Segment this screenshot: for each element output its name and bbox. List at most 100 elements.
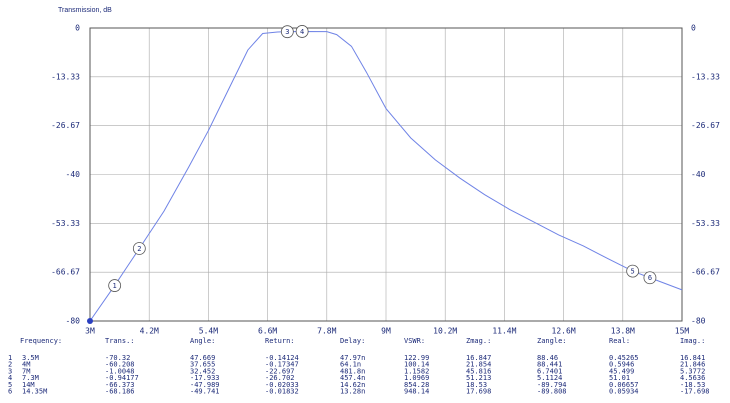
- table-cell: 32.452: [190, 367, 215, 375]
- marker: [626, 264, 640, 278]
- marker-label: 1: [113, 282, 117, 290]
- table-cell: 51.01: [609, 374, 630, 382]
- x-tick-label: 15M: [675, 327, 690, 336]
- table-cell: 7.3M: [22, 374, 39, 382]
- table-cell: 6: [8, 388, 12, 396]
- y2-tick-label: -80: [691, 317, 706, 326]
- table-header: Trans.:: [105, 337, 135, 345]
- table-header: Delay:: [340, 337, 365, 345]
- table-header: Real:: [609, 337, 630, 345]
- x-tick-label: 5.4M: [199, 327, 218, 336]
- table-cell: 5.1124: [537, 374, 562, 382]
- table-header: Imag.:: [680, 337, 705, 345]
- table-cell: 18.53: [466, 381, 487, 389]
- marker: [643, 271, 657, 285]
- curve: [89, 30, 683, 322]
- table-cell: -18.53: [680, 381, 705, 389]
- y-tick-label: -40: [66, 170, 81, 179]
- y-tick-label: -80: [66, 317, 81, 326]
- table-cell: 854.28: [404, 381, 429, 389]
- x-tick-label: 4.2M: [140, 327, 159, 336]
- table-cell: 100.14: [404, 361, 429, 369]
- x-tick-label: 3M: [85, 327, 95, 336]
- table-cell: 37.655: [190, 361, 215, 369]
- table-cell: 21.854: [466, 361, 491, 369]
- table-cell: -0.14124: [265, 354, 299, 362]
- y2-tick-label: -13.33: [691, 72, 720, 81]
- y2-tick-label: -66.67: [691, 268, 720, 277]
- table-cell: 47.97n: [340, 354, 365, 362]
- table-cell: -66.373: [105, 381, 135, 389]
- table-cell: 2: [8, 361, 12, 369]
- table-cell: -17.933: [190, 374, 220, 382]
- table-cell: 13.28n: [340, 388, 365, 396]
- table-header: Frequency:: [20, 337, 62, 345]
- table-cell: -70.32: [105, 354, 130, 362]
- table-cell: 17.698: [466, 388, 491, 396]
- table-cell: 122.99: [404, 354, 429, 362]
- x-tick-label: 12.6M: [552, 327, 576, 336]
- y-tick-label: -53.33: [51, 219, 80, 228]
- x-tick-label: 13.8M: [611, 327, 635, 336]
- plot-frame: [89, 27, 683, 322]
- marker-label: 6: [648, 274, 652, 282]
- origin-dot: [87, 318, 93, 324]
- table-cell: -0.02033: [265, 381, 299, 389]
- marker-label: 3: [285, 28, 289, 36]
- table-cell: -0.01832: [265, 388, 299, 396]
- table-cell: -1.0048: [105, 367, 135, 375]
- table-cell: 0.5946: [609, 361, 634, 369]
- x-tick-label: 7.8M: [317, 327, 336, 336]
- table-cell: 3.5M: [22, 354, 39, 362]
- table-cell: 45.499: [609, 367, 634, 375]
- table-cell: 5.3772: [680, 367, 705, 375]
- y-tick-label: 0: [75, 24, 80, 33]
- table-cell: 14.62n: [340, 381, 365, 389]
- table-cell: 457.4n: [340, 374, 365, 382]
- marker: [295, 25, 309, 38]
- table-cell: 88.441: [537, 361, 562, 369]
- x-tick-label: 11.4M: [492, 327, 516, 336]
- table-cell: -89.808: [537, 388, 567, 396]
- table-cell: 5: [8, 381, 12, 389]
- table-cell: 16.841: [680, 354, 705, 362]
- table-header: Return:: [265, 337, 295, 345]
- x-tick-label: 6.6M: [258, 327, 277, 336]
- table-cell: 4: [8, 374, 12, 382]
- table-cell: 948.14: [404, 388, 429, 396]
- table-cell: 4M: [22, 361, 30, 369]
- marker: [280, 25, 294, 39]
- marker-label: 2: [137, 245, 141, 253]
- table-cell: 16.847: [466, 354, 491, 362]
- x-tick-label: 10.2M: [433, 327, 457, 336]
- table-cell: 14M: [22, 381, 35, 389]
- marker-label: 5: [631, 268, 635, 276]
- table-cell: 3: [8, 367, 12, 375]
- table-cell: 1.0969: [404, 374, 429, 382]
- y2-tick-label: 0: [691, 24, 696, 33]
- table-cell: 7M: [22, 367, 30, 375]
- table-cell: 1.1582: [404, 367, 429, 375]
- y-tick-label: -26.67: [51, 121, 80, 130]
- x-tick-label: 9M: [381, 327, 391, 336]
- table-cell: 21.846: [680, 361, 705, 369]
- table-cell: 481.8n: [340, 367, 365, 375]
- y2-tick-label: -26.67: [691, 121, 720, 130]
- marker: [132, 242, 146, 255]
- table-cell: -49.741: [190, 388, 220, 396]
- table-cell: 0.05934: [609, 388, 639, 396]
- table-cell: -26.702: [265, 374, 295, 382]
- y-tick-label: -66.67: [51, 268, 80, 277]
- y2-tick-label: -53.33: [691, 219, 720, 228]
- table-cell: -17.698: [680, 388, 710, 396]
- table-cell: -0.94177: [105, 374, 139, 382]
- table-cell: 0.45265: [609, 354, 639, 362]
- y-tick-label: -13.33: [51, 72, 80, 81]
- table-cell: 45.816: [466, 367, 491, 375]
- table-cell: -68.186: [105, 388, 135, 396]
- table-cell: -22.697: [265, 367, 295, 375]
- y2-tick-label: -40: [691, 170, 706, 179]
- table-cell: 4.5636: [680, 374, 705, 382]
- table-cell: 51.213: [466, 374, 491, 382]
